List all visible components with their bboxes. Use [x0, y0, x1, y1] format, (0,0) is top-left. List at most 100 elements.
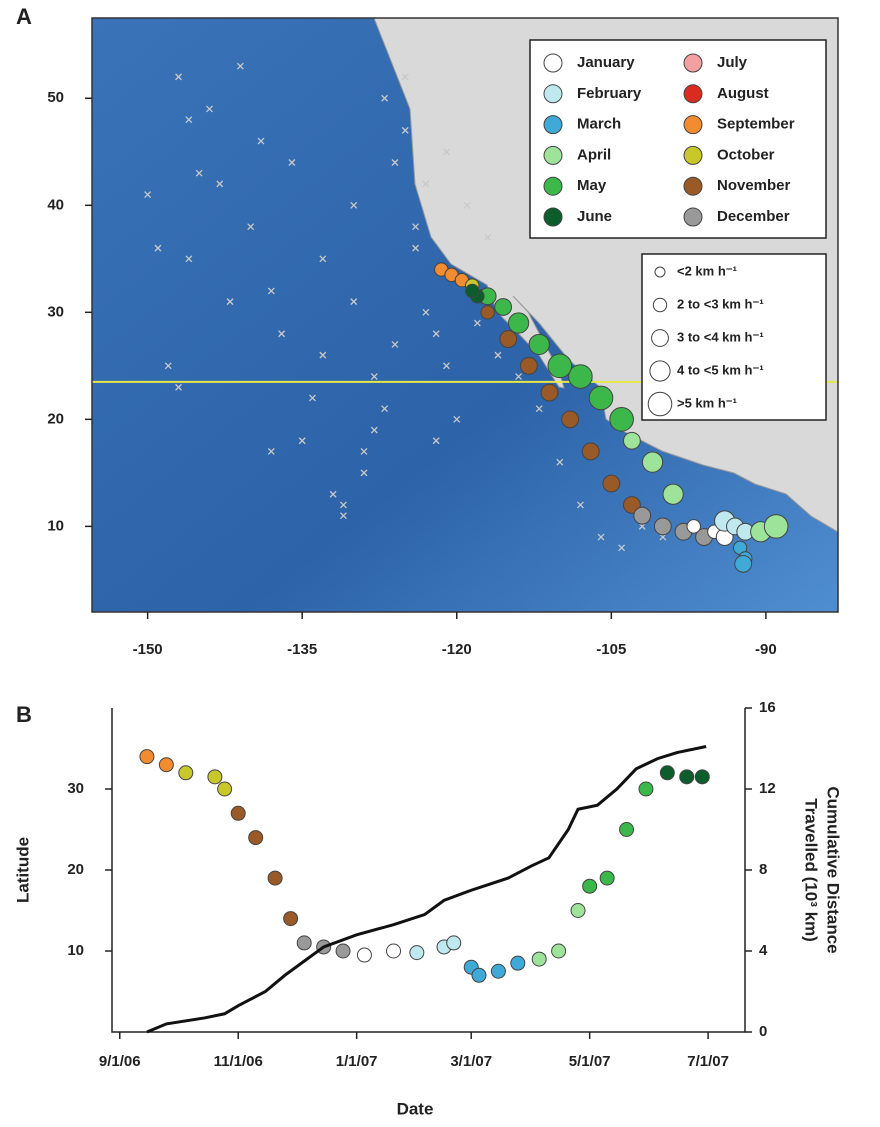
speed-swatch	[652, 330, 669, 347]
x-tick-label: -150	[133, 641, 163, 658]
y2-tick-label: 16	[759, 699, 776, 716]
latitude-point	[639, 782, 653, 796]
y-axis-label: Latitude	[13, 837, 32, 903]
latitude-point	[532, 952, 546, 966]
panel-label: B	[16, 702, 32, 727]
speed-swatch	[648, 392, 672, 416]
track-point	[541, 384, 558, 401]
latitude-point	[620, 823, 634, 837]
speed-swatch	[655, 267, 665, 277]
latitude-point	[140, 750, 154, 764]
axis-frame	[112, 708, 745, 1032]
y2-axis-label: Travelled (10³ km)	[802, 798, 821, 942]
latitude-point	[297, 936, 311, 950]
track-point	[687, 520, 700, 533]
speed-swatch	[650, 361, 670, 381]
x-tick-label: 11/1/06	[214, 1053, 263, 1070]
track-point	[634, 507, 651, 524]
x-tick-label: 9/1/06	[99, 1053, 141, 1070]
legend-swatch	[684, 146, 702, 164]
legend-label: October	[717, 146, 775, 163]
track-point	[663, 484, 683, 504]
panel-label: A	[16, 4, 32, 29]
latitude-point	[583, 879, 597, 893]
latitude-point	[249, 831, 263, 845]
track-point	[529, 334, 549, 354]
track-point	[495, 299, 512, 316]
y2-axis-label: Cumulative Distance	[824, 786, 843, 953]
legend-swatch	[544, 146, 562, 164]
track-point	[508, 313, 528, 333]
y-tick-label: 30	[67, 780, 84, 797]
x-tick-label: 1/1/07	[336, 1053, 378, 1070]
x-tick-label: -90	[755, 641, 777, 658]
speed-label: >5 km h⁻¹	[677, 395, 737, 410]
latitude-point	[159, 758, 173, 772]
legend-swatch	[684, 116, 702, 134]
latitude-point	[600, 871, 614, 885]
y-tick-label: 50	[47, 89, 64, 106]
legend-label: February	[577, 85, 642, 102]
latitude-point	[357, 948, 371, 962]
track-point	[654, 518, 671, 535]
latitude-point	[208, 770, 222, 784]
latitude-point	[336, 944, 350, 958]
track-point	[610, 408, 634, 432]
y-tick-label: 20	[67, 861, 84, 878]
y-tick-label: 30	[47, 303, 64, 320]
track-point	[548, 354, 572, 378]
track-point	[603, 475, 620, 492]
track-point	[500, 331, 517, 348]
latitude-point	[268, 871, 282, 885]
latitude-point	[511, 956, 525, 970]
latitude-point	[660, 766, 674, 780]
track-point	[624, 432, 641, 449]
speed-label: 4 to <5 km h⁻¹	[677, 362, 764, 377]
latitude-point	[218, 782, 232, 796]
latitude-point	[410, 946, 424, 960]
x-tick-label: 7/1/07	[687, 1053, 729, 1070]
y-tick-label: 10	[47, 517, 64, 534]
legend-swatch	[544, 177, 562, 195]
latitude-point	[680, 770, 694, 784]
legend-label: June	[577, 208, 612, 225]
legend-swatch	[544, 54, 562, 72]
latitude-point	[387, 944, 401, 958]
page: A B Date Latitude Cumulative Distance Tr…	[0, 0, 880, 1127]
legend-label: November	[717, 177, 791, 194]
legend-label: September	[717, 116, 795, 133]
legend-swatch	[544, 208, 562, 226]
latitude-point	[284, 912, 298, 926]
speed-label: <2 km h⁻¹	[677, 263, 737, 278]
legend-swatch	[544, 85, 562, 103]
latitude-point	[472, 968, 486, 982]
y2-tick-label: 4	[759, 942, 768, 959]
x-tick-label: -105	[596, 641, 626, 658]
latitude-point	[491, 964, 505, 978]
latitude-point	[571, 904, 585, 918]
track-point	[735, 555, 752, 572]
x-tick-label: 5/1/07	[569, 1053, 611, 1070]
speed-label: 2 to <3 km h⁻¹	[677, 296, 764, 311]
figure: A B Date Latitude Cumulative Distance Tr…	[0, 0, 880, 1127]
track-point	[582, 443, 599, 460]
legend-swatch	[684, 177, 702, 195]
track-point	[589, 386, 613, 410]
speed-label: 3 to <4 km h⁻¹	[677, 329, 764, 344]
legend-label: December	[717, 208, 790, 225]
y-tick-label: 10	[67, 942, 84, 959]
legend-label: April	[577, 146, 611, 163]
x-tick-label: 3/1/07	[450, 1053, 492, 1070]
legend-label: January	[577, 54, 635, 71]
track-point	[642, 452, 662, 472]
track-point	[764, 515, 788, 539]
x-tick-label: -120	[442, 641, 472, 658]
track-point	[466, 284, 479, 297]
track-point	[520, 357, 537, 374]
y-tick-label: 20	[47, 410, 64, 427]
track-point	[569, 365, 593, 389]
latitude-point	[179, 766, 193, 780]
latitude-point	[695, 770, 709, 784]
legend-swatch	[684, 85, 702, 103]
latitude-point	[552, 944, 566, 958]
